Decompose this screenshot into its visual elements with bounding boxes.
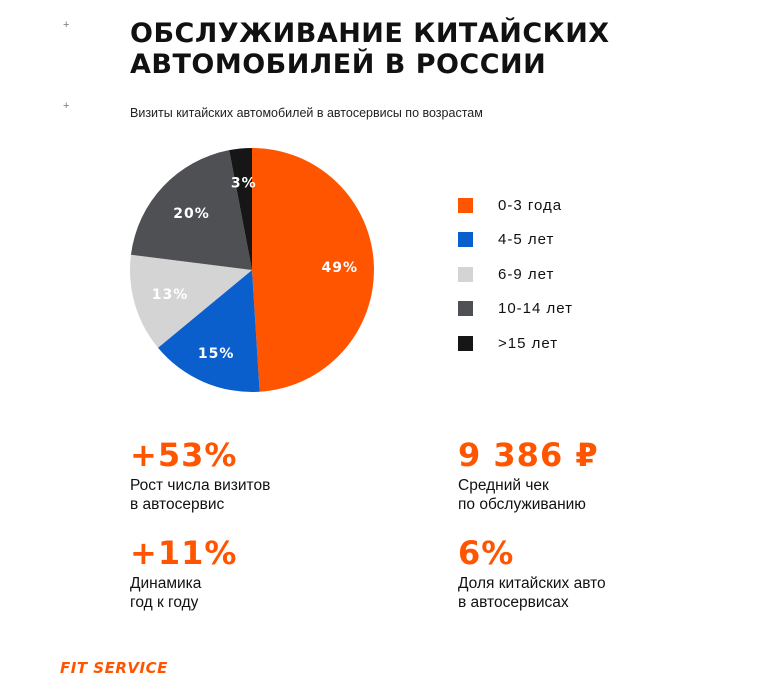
title-line-2: АВТОМОБИЛЕЙ В РОССИИ xyxy=(130,49,547,80)
stat-description-line: год к году xyxy=(130,594,199,611)
legend-swatch xyxy=(458,232,473,248)
stat-value: +53% xyxy=(130,436,238,474)
legend-item: 10-14 лет xyxy=(458,292,573,327)
legend-label: 10-14 лет xyxy=(498,300,573,318)
legend-item: 0-3 года xyxy=(458,188,573,223)
legend-swatch xyxy=(458,197,473,213)
stat-yoy-dynamics: +11% Динамика год к году xyxy=(130,535,237,612)
stat-value: 6% xyxy=(458,534,515,572)
stat-description: Средний чек по обслуживанию xyxy=(458,476,599,514)
pie-slice-label: 20% xyxy=(173,206,210,222)
stat-description-line: Доля китайских авто xyxy=(458,575,606,592)
pie-chart: 49% 15% 13% 20% 3% xyxy=(130,148,374,392)
stat-description-line: Средний чек xyxy=(458,477,549,494)
stat-share: 6% Доля китайских авто в автосервисах xyxy=(458,535,606,612)
brand-logo: FIT SERVICE xyxy=(60,659,168,677)
page-title: ОБСЛУЖИВАНИЕ КИТАЙСКИХ АВТОМОБИЛЕЙ В РОС… xyxy=(130,18,610,80)
pie-slice xyxy=(130,150,252,270)
legend-item: >15 лет xyxy=(458,326,573,361)
stat-description-line: в автосервис xyxy=(130,496,225,513)
plus-mark-middle: + xyxy=(63,100,70,112)
stat-description-line: Динамика xyxy=(130,575,202,592)
legend-item: 4-5 лет xyxy=(458,223,573,258)
chart-subtitle: Визиты китайских автомобилей в автосерви… xyxy=(130,106,483,120)
stat-description-line: по обслуживанию xyxy=(458,496,586,513)
chart-legend: 0-3 года 4-5 лет 6-9 лет 10-14 лет >15 л… xyxy=(458,188,573,361)
stat-description: Динамика год к году xyxy=(130,574,237,612)
pie-slice-label: 49% xyxy=(322,260,359,276)
pie-slice xyxy=(252,148,374,392)
title-line-1: ОБСЛУЖИВАНИЕ КИТАЙСКИХ xyxy=(130,18,610,49)
pie-slice xyxy=(229,148,252,270)
legend-label: 6-9 лет xyxy=(498,265,555,283)
legend-label: 0-3 года xyxy=(498,196,563,214)
pie-slice-label: 13% xyxy=(152,287,189,303)
pie-slice-label: 15% xyxy=(198,346,235,362)
pie-slice xyxy=(157,270,260,392)
legend-swatch xyxy=(458,335,473,351)
stat-description-line: Рост числа визитов xyxy=(130,477,271,494)
stat-visits-growth: +53% Рост числа визитов в автосервис xyxy=(130,437,270,514)
pie-slice xyxy=(130,254,252,348)
plus-mark-top: + xyxy=(63,19,70,31)
legend-label: >15 лет xyxy=(498,334,559,352)
stat-description-line: в автосервисах xyxy=(458,594,569,611)
stat-average-check: 9 386 ₽ Средний чек по обслуживанию xyxy=(458,437,599,514)
stat-description: Доля китайских авто в автосервисах xyxy=(458,574,606,612)
legend-swatch xyxy=(458,266,473,282)
legend-swatch xyxy=(458,301,473,317)
pie-slice-label: 3% xyxy=(231,176,257,192)
stat-description: Рост числа визитов в автосервис xyxy=(130,476,270,514)
legend-item: 6-9 лет xyxy=(458,257,573,292)
legend-label: 4-5 лет xyxy=(498,231,555,249)
stat-value: 9 386 ₽ xyxy=(458,436,599,474)
stat-value: +11% xyxy=(130,534,238,572)
